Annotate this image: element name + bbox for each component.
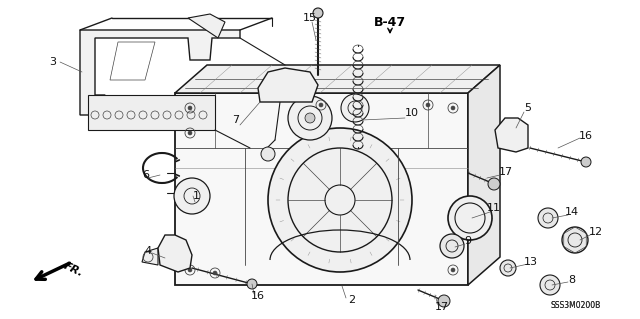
- Circle shape: [538, 208, 558, 228]
- Polygon shape: [495, 118, 528, 152]
- Text: 6: 6: [143, 170, 150, 180]
- Text: SSS3M0200B: SSS3M0200B: [551, 300, 601, 309]
- Polygon shape: [158, 235, 192, 272]
- Text: 11: 11: [487, 203, 501, 213]
- Circle shape: [188, 106, 192, 110]
- Polygon shape: [175, 93, 468, 285]
- Text: 3: 3: [49, 57, 56, 67]
- Circle shape: [451, 106, 455, 110]
- Text: 13: 13: [524, 257, 538, 267]
- Text: 16: 16: [579, 131, 593, 141]
- Polygon shape: [188, 14, 225, 38]
- Polygon shape: [468, 65, 500, 285]
- Circle shape: [174, 178, 210, 214]
- Text: 10: 10: [405, 108, 419, 118]
- Circle shape: [448, 196, 492, 240]
- Circle shape: [319, 103, 323, 107]
- Text: 14: 14: [565, 207, 579, 217]
- Text: 15: 15: [303, 13, 317, 23]
- Circle shape: [213, 271, 217, 275]
- Circle shape: [540, 275, 560, 295]
- Circle shape: [488, 178, 500, 190]
- Text: 5: 5: [525, 103, 531, 113]
- Text: 12: 12: [589, 227, 603, 237]
- Circle shape: [305, 113, 315, 123]
- Polygon shape: [258, 68, 318, 102]
- Text: 9: 9: [465, 236, 472, 246]
- Polygon shape: [175, 65, 500, 93]
- Circle shape: [426, 103, 430, 107]
- Text: 17: 17: [499, 167, 513, 177]
- Polygon shape: [80, 30, 240, 115]
- Text: 8: 8: [568, 275, 575, 285]
- Circle shape: [581, 157, 591, 167]
- Circle shape: [451, 243, 455, 247]
- Circle shape: [500, 260, 516, 276]
- Circle shape: [288, 96, 332, 140]
- Text: FR.: FR.: [62, 261, 85, 279]
- Text: 16: 16: [251, 291, 265, 301]
- Circle shape: [313, 8, 323, 18]
- Circle shape: [247, 279, 257, 289]
- Text: 4: 4: [145, 246, 152, 256]
- Circle shape: [188, 268, 192, 272]
- Polygon shape: [88, 95, 215, 130]
- Circle shape: [438, 295, 450, 307]
- Text: 7: 7: [232, 115, 239, 125]
- Text: SSS3M0200B: SSS3M0200B: [551, 300, 601, 309]
- Text: B-47: B-47: [374, 16, 406, 28]
- Circle shape: [341, 94, 369, 122]
- Circle shape: [268, 128, 412, 272]
- Text: 2: 2: [348, 295, 356, 305]
- Circle shape: [261, 147, 275, 161]
- Text: 1: 1: [193, 191, 200, 201]
- Text: 17: 17: [435, 302, 449, 312]
- Circle shape: [451, 268, 455, 272]
- Circle shape: [562, 227, 588, 253]
- Polygon shape: [142, 248, 158, 265]
- Circle shape: [440, 234, 464, 258]
- Circle shape: [188, 131, 192, 135]
